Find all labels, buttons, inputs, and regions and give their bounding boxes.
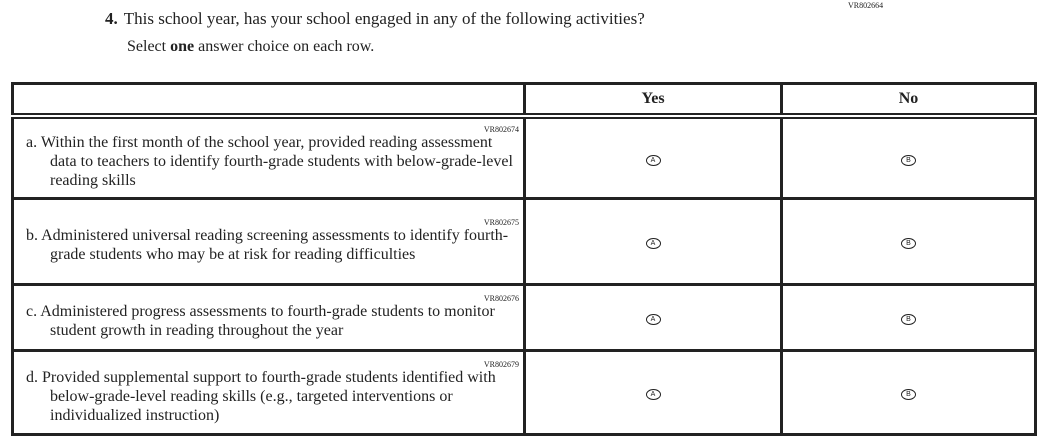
row-label-cell: VR802676 c. Administered progress assessm… [11, 282, 526, 352]
no-cell: B [780, 348, 1037, 436]
answer-grid: Yes No VR802674 a. Within the first month… [11, 82, 1037, 436]
row-letter: c. [26, 303, 38, 320]
question-text: 4. This school year, has your school enga… [105, 9, 645, 29]
answer-bubble-yes[interactable]: A [645, 314, 661, 325]
answer-bubble-no[interactable]: B [901, 238, 916, 249]
instruction-emphasis: one [170, 38, 195, 55]
row-text: Administered universal reading screening… [41, 227, 509, 263]
instruction-text: Select [127, 38, 171, 55]
question-code: VR802664 [848, 1, 884, 10]
row-letter: d. [26, 368, 38, 386]
yes-cell: A [523, 348, 783, 436]
answer-bubble-yes[interactable]: A [645, 154, 661, 166]
yes-cell: A [523, 196, 783, 286]
row-text: Provided supplemental support to fourth-… [42, 368, 496, 424]
header-no: No [780, 82, 1037, 119]
row-text: Administered progress assessments to fou… [40, 303, 495, 339]
table-row: VR802676 c. Administered progress assessm… [11, 282, 1037, 352]
question-number: 4. [105, 9, 118, 28]
answer-bubble-no[interactable]: B [901, 389, 916, 400]
row-label-cell: VR802675 b. Administered universal readin… [11, 196, 526, 286]
row-letter: a. [26, 134, 38, 152]
row-letter: b. [26, 227, 38, 244]
instruction-text: answer choice on each row. [194, 38, 375, 55]
yes-cell: A [523, 282, 783, 352]
answer-bubble-yes[interactable]: A [645, 389, 661, 400]
header-blank [11, 82, 526, 119]
answer-bubble-no[interactable]: B [901, 314, 916, 325]
header-yes: Yes [523, 82, 783, 119]
no-cell: B [780, 282, 1037, 352]
yes-cell: A [523, 114, 783, 200]
row-code: VR802676 [483, 294, 519, 303]
question-instruction: Select one answer choice on each row. [127, 38, 374, 56]
row-code: VR802674 [483, 125, 519, 135]
no-cell: B [780, 196, 1037, 286]
table-row: VR802675 b. Administered universal readin… [11, 196, 1037, 286]
table-row: VR802674 a. Within the first month of the… [11, 114, 1037, 200]
answer-bubble-no[interactable]: B [901, 154, 916, 166]
question-prompt: This school year, has your school engage… [123, 9, 645, 28]
row-code: VR802679 [483, 359, 519, 369]
table-row: VR802679 d. Provided supplemental support… [11, 348, 1037, 436]
no-cell: B [780, 114, 1037, 200]
row-text: Within the first month of the school yea… [40, 134, 513, 190]
row-code: VR802675 [483, 218, 519, 227]
row-label-cell: VR802679 d. Provided supplemental support… [11, 348, 526, 436]
row-label-cell: VR802674 a. Within the first month of the… [11, 114, 526, 200]
answer-bubble-yes[interactable]: A [645, 238, 661, 249]
